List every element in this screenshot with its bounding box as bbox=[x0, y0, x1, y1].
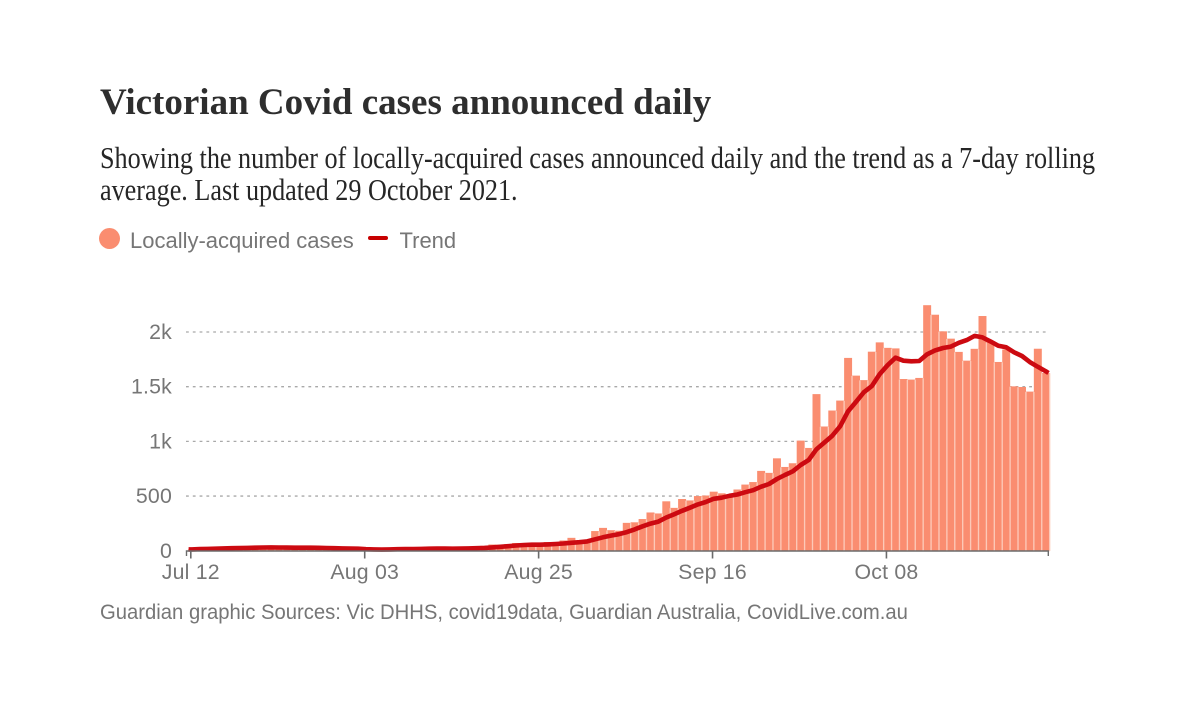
svg-text:Aug 25: Aug 25 bbox=[504, 560, 573, 584]
svg-text:2k: 2k bbox=[149, 320, 172, 344]
svg-text:0: 0 bbox=[160, 539, 172, 563]
svg-text:Sep 16: Sep 16 bbox=[678, 560, 747, 584]
svg-text:Aug 03: Aug 03 bbox=[330, 560, 399, 584]
svg-text:1k: 1k bbox=[149, 429, 172, 453]
svg-text:Oct 08: Oct 08 bbox=[854, 560, 918, 584]
svg-text:Jul 12: Jul 12 bbox=[162, 560, 220, 584]
svg-text:1.5k: 1.5k bbox=[131, 375, 172, 399]
svg-text:500: 500 bbox=[136, 484, 172, 508]
